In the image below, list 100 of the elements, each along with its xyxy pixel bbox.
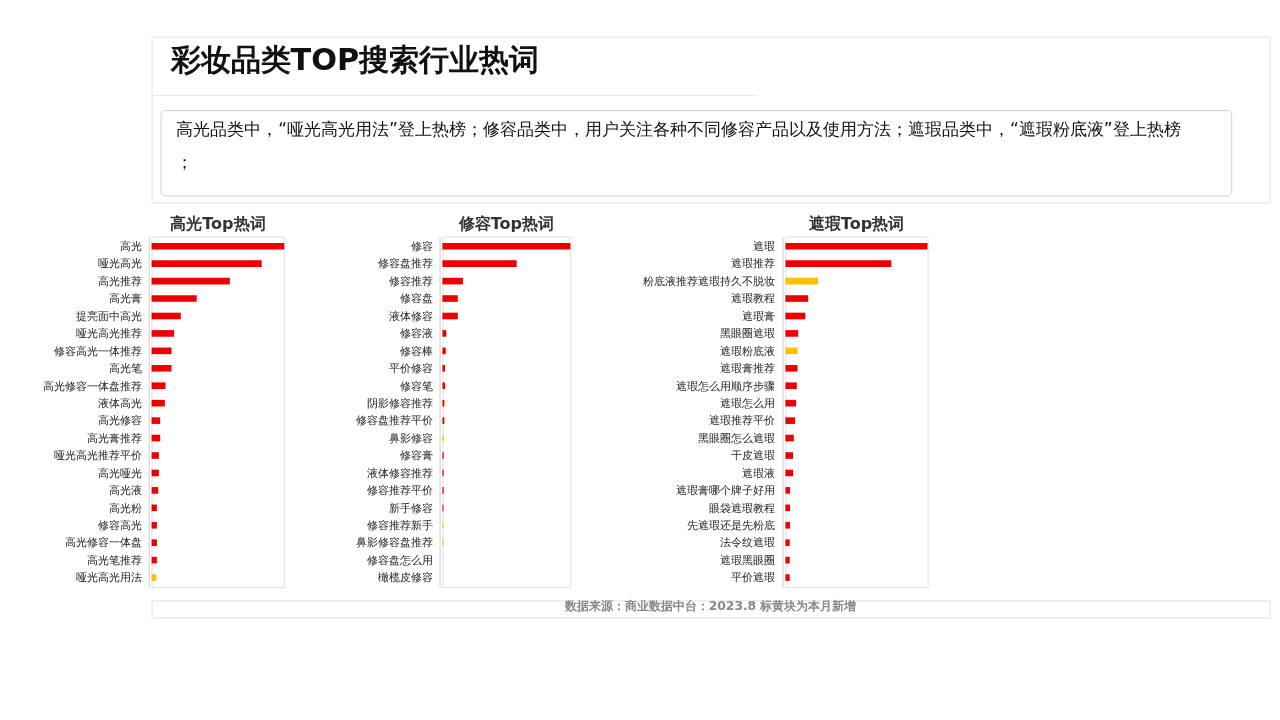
- y-tick-label: 遮瑕膏哪个牌子好用: [676, 483, 776, 498]
- bar: [151, 277, 230, 285]
- bar: [785, 469, 794, 477]
- bar: [785, 364, 798, 372]
- bar: [785, 242, 928, 250]
- bar: [442, 347, 446, 355]
- bar: [785, 312, 806, 320]
- y-tick-label: 平价修容: [388, 361, 433, 376]
- y-tick-label: 黑眼圈遮瑕: [720, 326, 776, 341]
- bar: [785, 347, 798, 355]
- y-tick-label: 修容推荐新手: [366, 518, 433, 533]
- y-tick-label: 鼻影修容盘推荐: [355, 535, 433, 550]
- y-tick-label: 液体修容推荐: [366, 465, 433, 480]
- y-tick-label: 哑光高光: [97, 256, 142, 271]
- bar: [785, 277, 819, 285]
- y-tick-label: 黑眼圈怎么遮瑕: [698, 430, 776, 445]
- bar: [442, 364, 446, 372]
- y-tick-label: 遮瑕黑眼圈: [720, 552, 776, 567]
- y-tick-label: 修容: [410, 239, 433, 254]
- bar: [151, 417, 161, 424]
- y-tick-label: 粉底液推荐遮瑕持久不脱妆: [643, 273, 776, 288]
- y-tick-label: 高光膏推荐: [86, 430, 142, 445]
- y-tick-label: 遮瑕推荐平价: [709, 413, 776, 428]
- bar: [151, 295, 197, 302]
- bar: [785, 521, 790, 529]
- y-tick-label: 哑光高光推荐平价: [53, 448, 142, 463]
- bar: [151, 539, 157, 547]
- bar: [785, 556, 790, 564]
- y-tick-label: 高光修容一体盘推荐: [42, 378, 142, 393]
- bar: [785, 399, 797, 407]
- y-tick-label: 修容膏: [399, 448, 433, 463]
- bar: [151, 242, 285, 250]
- bar: [442, 277, 463, 285]
- y-tick-label: 眼袋遮瑕教程: [709, 500, 776, 515]
- y-tick-label: 遮瑕怎么用顺序步骤: [676, 378, 776, 393]
- y-tick-label: 修容笔: [399, 378, 433, 393]
- y-tick-label: 修容推荐: [388, 273, 433, 288]
- bar: [151, 364, 172, 372]
- y-tick-label: 高光修容: [97, 413, 142, 428]
- bar: [785, 330, 799, 337]
- y-tick-label: 液体修容: [388, 308, 433, 323]
- y-tick-label: 高光修容一体盘: [64, 535, 142, 550]
- chart-title: 遮瑕Top热词: [807, 214, 905, 234]
- y-tick-label: 修容盘怎么用: [366, 552, 433, 567]
- y-tick-label: 高光哑光: [97, 465, 142, 480]
- bar: [442, 242, 571, 250]
- text: 彩妆品类TOP搜索行业热词: [169, 41, 540, 77]
- bar: [151, 330, 175, 337]
- chart-title: 高光Top热词: [170, 214, 266, 234]
- bar: [151, 521, 157, 529]
- y-tick-label: 修容棒: [399, 343, 433, 358]
- bar: [151, 382, 166, 390]
- bar: [151, 312, 181, 320]
- y-tick-label: 提亮面中高光: [75, 308, 142, 323]
- y-tick-label: 修容高光一体推荐: [53, 343, 142, 358]
- y-tick-label: 橄榄皮修容: [377, 570, 433, 585]
- bar: [442, 260, 517, 267]
- bar: [785, 295, 809, 302]
- bar: [151, 452, 159, 459]
- bar: [442, 330, 447, 337]
- y-tick-label: 修容高光: [97, 518, 142, 533]
- y-tick-label: 法令纹遮瑕: [720, 535, 776, 550]
- source-note: 数据来源：商业数据中台：2023.8 标黄块为本月新增: [563, 598, 857, 613]
- bar: [785, 434, 794, 442]
- bar: [785, 504, 790, 512]
- y-tick-label: 遮瑕怎么用: [720, 395, 776, 410]
- y-tick-label: 液体高光: [97, 395, 142, 410]
- y-tick-label: 新手修容: [388, 500, 433, 515]
- y-tick-label: 高光液: [108, 483, 142, 498]
- y-tick-label: 干皮遮瑕: [731, 448, 776, 463]
- bar: [442, 312, 458, 320]
- y-tick-label: 高光: [119, 239, 142, 254]
- bar: [151, 574, 157, 581]
- bar: [785, 260, 892, 267]
- bar: [442, 295, 458, 302]
- bar: [442, 382, 446, 390]
- y-tick-label: 修容推荐平价: [366, 483, 433, 498]
- y-tick-label: 遮瑕推荐: [731, 256, 776, 271]
- y-tick-label: 遮瑕: [753, 239, 776, 254]
- y-tick-label: 遮瑕膏推荐: [720, 361, 776, 376]
- y-tick-label: 高光膏: [108, 291, 142, 306]
- y-tick-label: 先遮瑕还是先粉底: [687, 518, 776, 533]
- y-tick-label: 高光粉: [108, 500, 142, 515]
- y-tick-label: 高光推荐: [97, 273, 142, 288]
- y-tick-label: 修容液: [399, 326, 433, 341]
- y-tick-label: 遮瑕膏: [742, 308, 776, 323]
- y-tick-label: 哑光高光推荐: [75, 326, 142, 341]
- y-tick-label: 遮瑕粉底液: [720, 343, 776, 358]
- y-tick-label: 遮瑕教程: [731, 291, 776, 306]
- text: 高光品类中，“哑光高光用法”登上热榜；修容品类中，用户关注各种不同修容产品以及使用方法；遮瑕品类中，“遮瑕粉底液”登上热榜；: [176, 119, 1181, 172]
- y-tick-label: 高光笔: [108, 361, 142, 376]
- chart-title: 修容Top热词: [457, 214, 555, 234]
- bar: [785, 382, 797, 390]
- bar: [785, 574, 790, 581]
- bar: [785, 487, 790, 494]
- y-tick-label: 高光笔推荐: [86, 552, 142, 567]
- y-tick-label: 平价遮瑕: [731, 570, 776, 585]
- bar: [151, 487, 159, 494]
- y-tick-label: 鼻影修容: [388, 430, 433, 445]
- bar: [785, 417, 796, 424]
